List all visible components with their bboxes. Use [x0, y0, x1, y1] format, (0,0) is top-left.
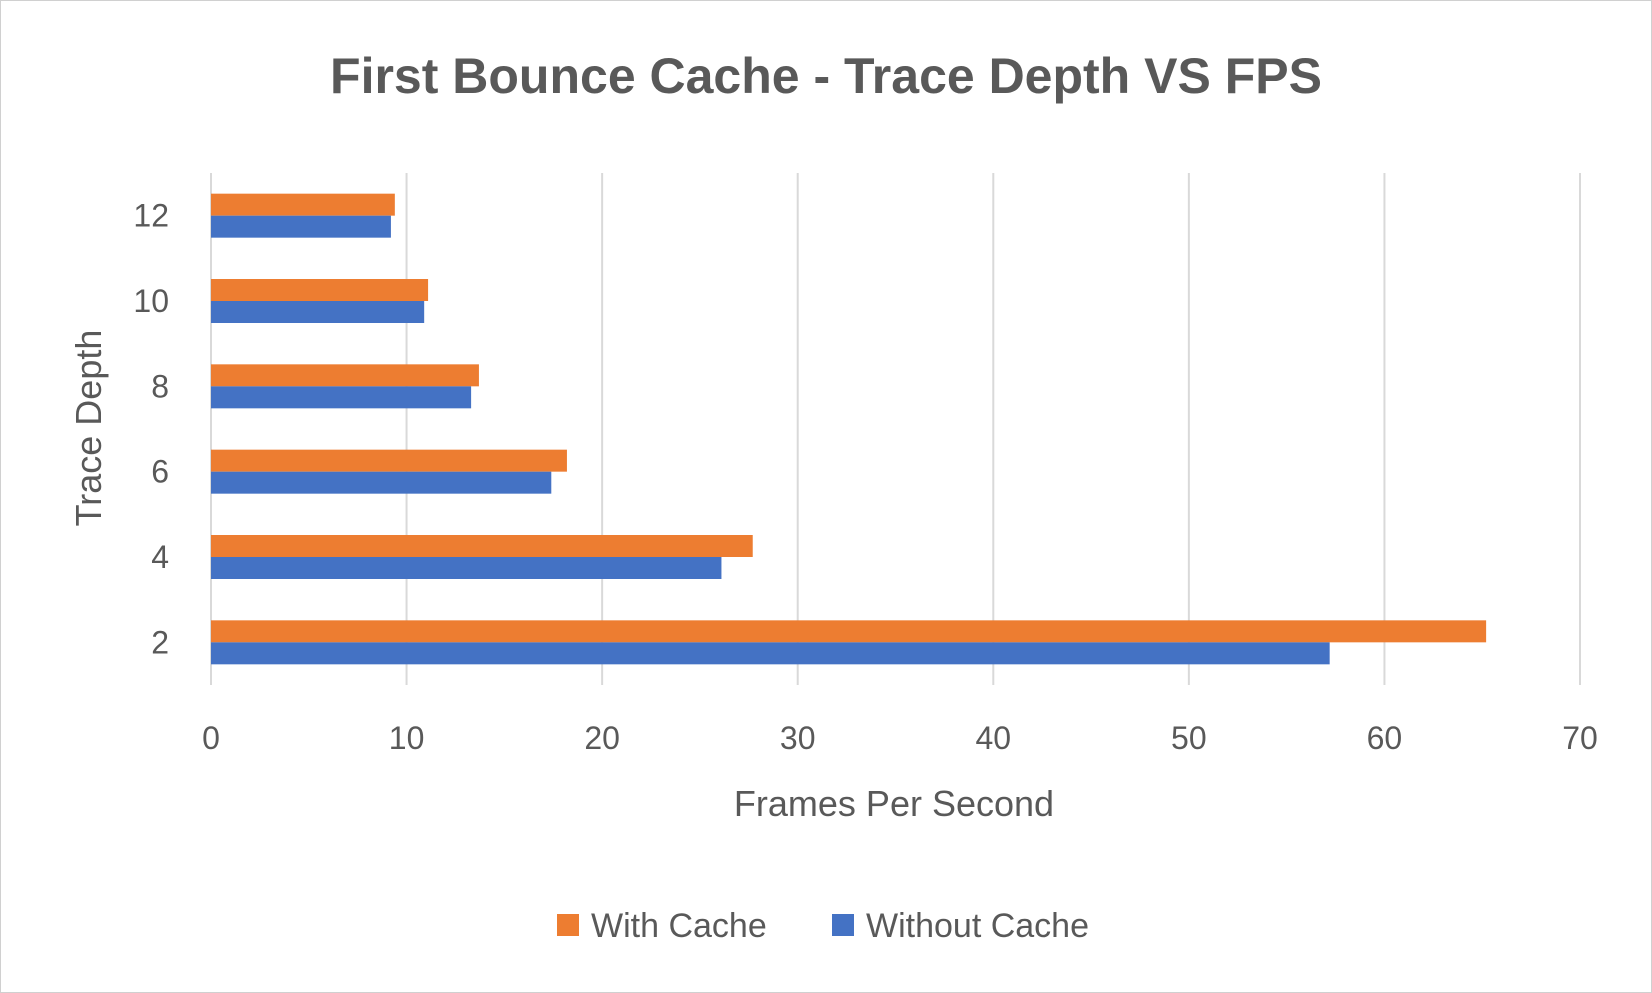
y-tick-label: 2	[151, 624, 169, 660]
legend-swatch-with-cache	[557, 914, 579, 936]
bar-without-cache-depth-12	[211, 215, 391, 238]
bar-without-cache-depth-6	[211, 471, 552, 494]
x-tick-label: 0	[202, 720, 220, 756]
bar-with-cache-depth-6	[211, 449, 567, 472]
legend-label-without-cache: Without Cache	[866, 907, 1089, 945]
bar-with-cache-depth-12	[211, 193, 395, 216]
x-tick-label: 70	[1562, 720, 1598, 756]
x-tick-label: 20	[584, 720, 620, 756]
bar-with-cache-depth-2	[211, 620, 1487, 643]
x-tick-label: 60	[1367, 720, 1403, 756]
bar-without-cache-depth-2	[211, 642, 1330, 665]
y-tick-labels: 2 4 6 8 10 12	[133, 198, 169, 661]
bar-with-cache-depth-8	[211, 364, 479, 387]
bar-without-cache-depth-8	[211, 386, 472, 409]
y-tick-label: 4	[151, 539, 169, 575]
legend-label-with-cache: With Cache	[591, 907, 767, 945]
y-tick-label: 10	[133, 283, 169, 319]
bar-without-cache-depth-10	[211, 301, 425, 323]
bar-with-cache-depth-4	[211, 535, 753, 557]
y-tick-label: 6	[151, 454, 169, 490]
x-tick-labels: 0 10 20 30 40 50 60 70	[202, 720, 1598, 756]
bar-with-cache-depth-10	[211, 279, 429, 301]
x-tick-label: 10	[389, 720, 425, 756]
legend-swatch-without-cache	[832, 914, 854, 936]
x-tick-label: 50	[1171, 720, 1207, 756]
legend: With Cache Without Cache	[557, 907, 1089, 945]
x-axis-title: Frames Per Second	[734, 783, 1054, 824]
bar-without-cache-depth-4	[211, 557, 722, 579]
x-tick-label: 30	[780, 720, 816, 756]
y-axis-title: Trace Depth	[68, 330, 109, 527]
y-tick-label: 12	[133, 198, 169, 234]
chart-title: First Bounce Cache - Trace Depth VS FPS	[330, 48, 1322, 104]
bars	[211, 193, 1487, 665]
gridlines	[210, 173, 1581, 685]
x-tick-label: 40	[975, 720, 1011, 756]
y-tick-label: 8	[151, 368, 169, 404]
